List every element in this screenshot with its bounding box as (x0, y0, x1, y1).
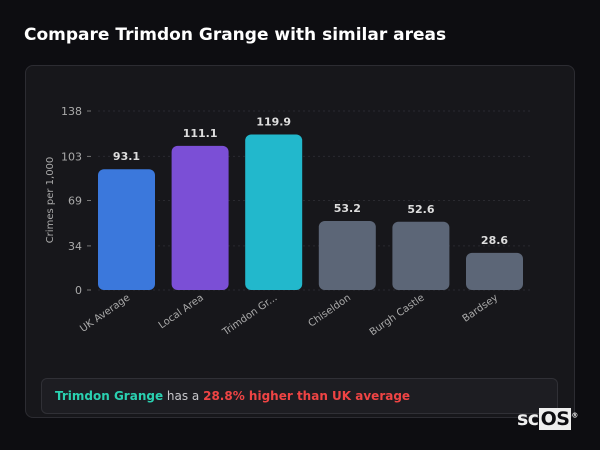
x-tick-label: Trimdon Gr... (220, 292, 279, 338)
x-tick-label: Bardsey (461, 292, 501, 324)
bar (245, 134, 303, 290)
y-axis-label: Crimes per 1,000 (45, 157, 56, 244)
scos-logo: sc OS ® (517, 408, 578, 430)
y-tick-label: 103 (61, 150, 82, 163)
data-label: 119.9 (256, 115, 291, 128)
bar (466, 252, 523, 290)
data-label: 28.6 (481, 234, 508, 247)
x-tick-label: Chiseldon (307, 292, 353, 329)
y-tick-label: 0 (75, 284, 82, 297)
comparison-value: 28.8% higher than UK average (203, 389, 411, 403)
data-label: 111.1 (183, 127, 218, 140)
bar (171, 145, 229, 290)
x-tick-label: UK Average (78, 292, 132, 334)
y-tick-label: 138 (61, 105, 82, 118)
y-tick-label: 34 (68, 240, 82, 253)
bar (98, 169, 155, 290)
x-tick-label: Local Area (157, 292, 206, 331)
summary-text: has a (163, 389, 204, 403)
data-label: 53.2 (334, 202, 361, 215)
page-title: Compare Trimdon Grange with similar area… (24, 25, 447, 45)
data-label: 52.6 (407, 203, 434, 216)
y-tick-label: 69 (68, 195, 82, 208)
data-label: 93.1 (113, 150, 140, 163)
area-name: Trimdon Grange (55, 389, 164, 403)
bar (318, 220, 376, 290)
comparison-summary: Trimdon Grange has a 28.8% higher than U… (41, 378, 558, 414)
bar (392, 221, 450, 290)
x-tick-label: Burgh Castle (368, 292, 427, 338)
